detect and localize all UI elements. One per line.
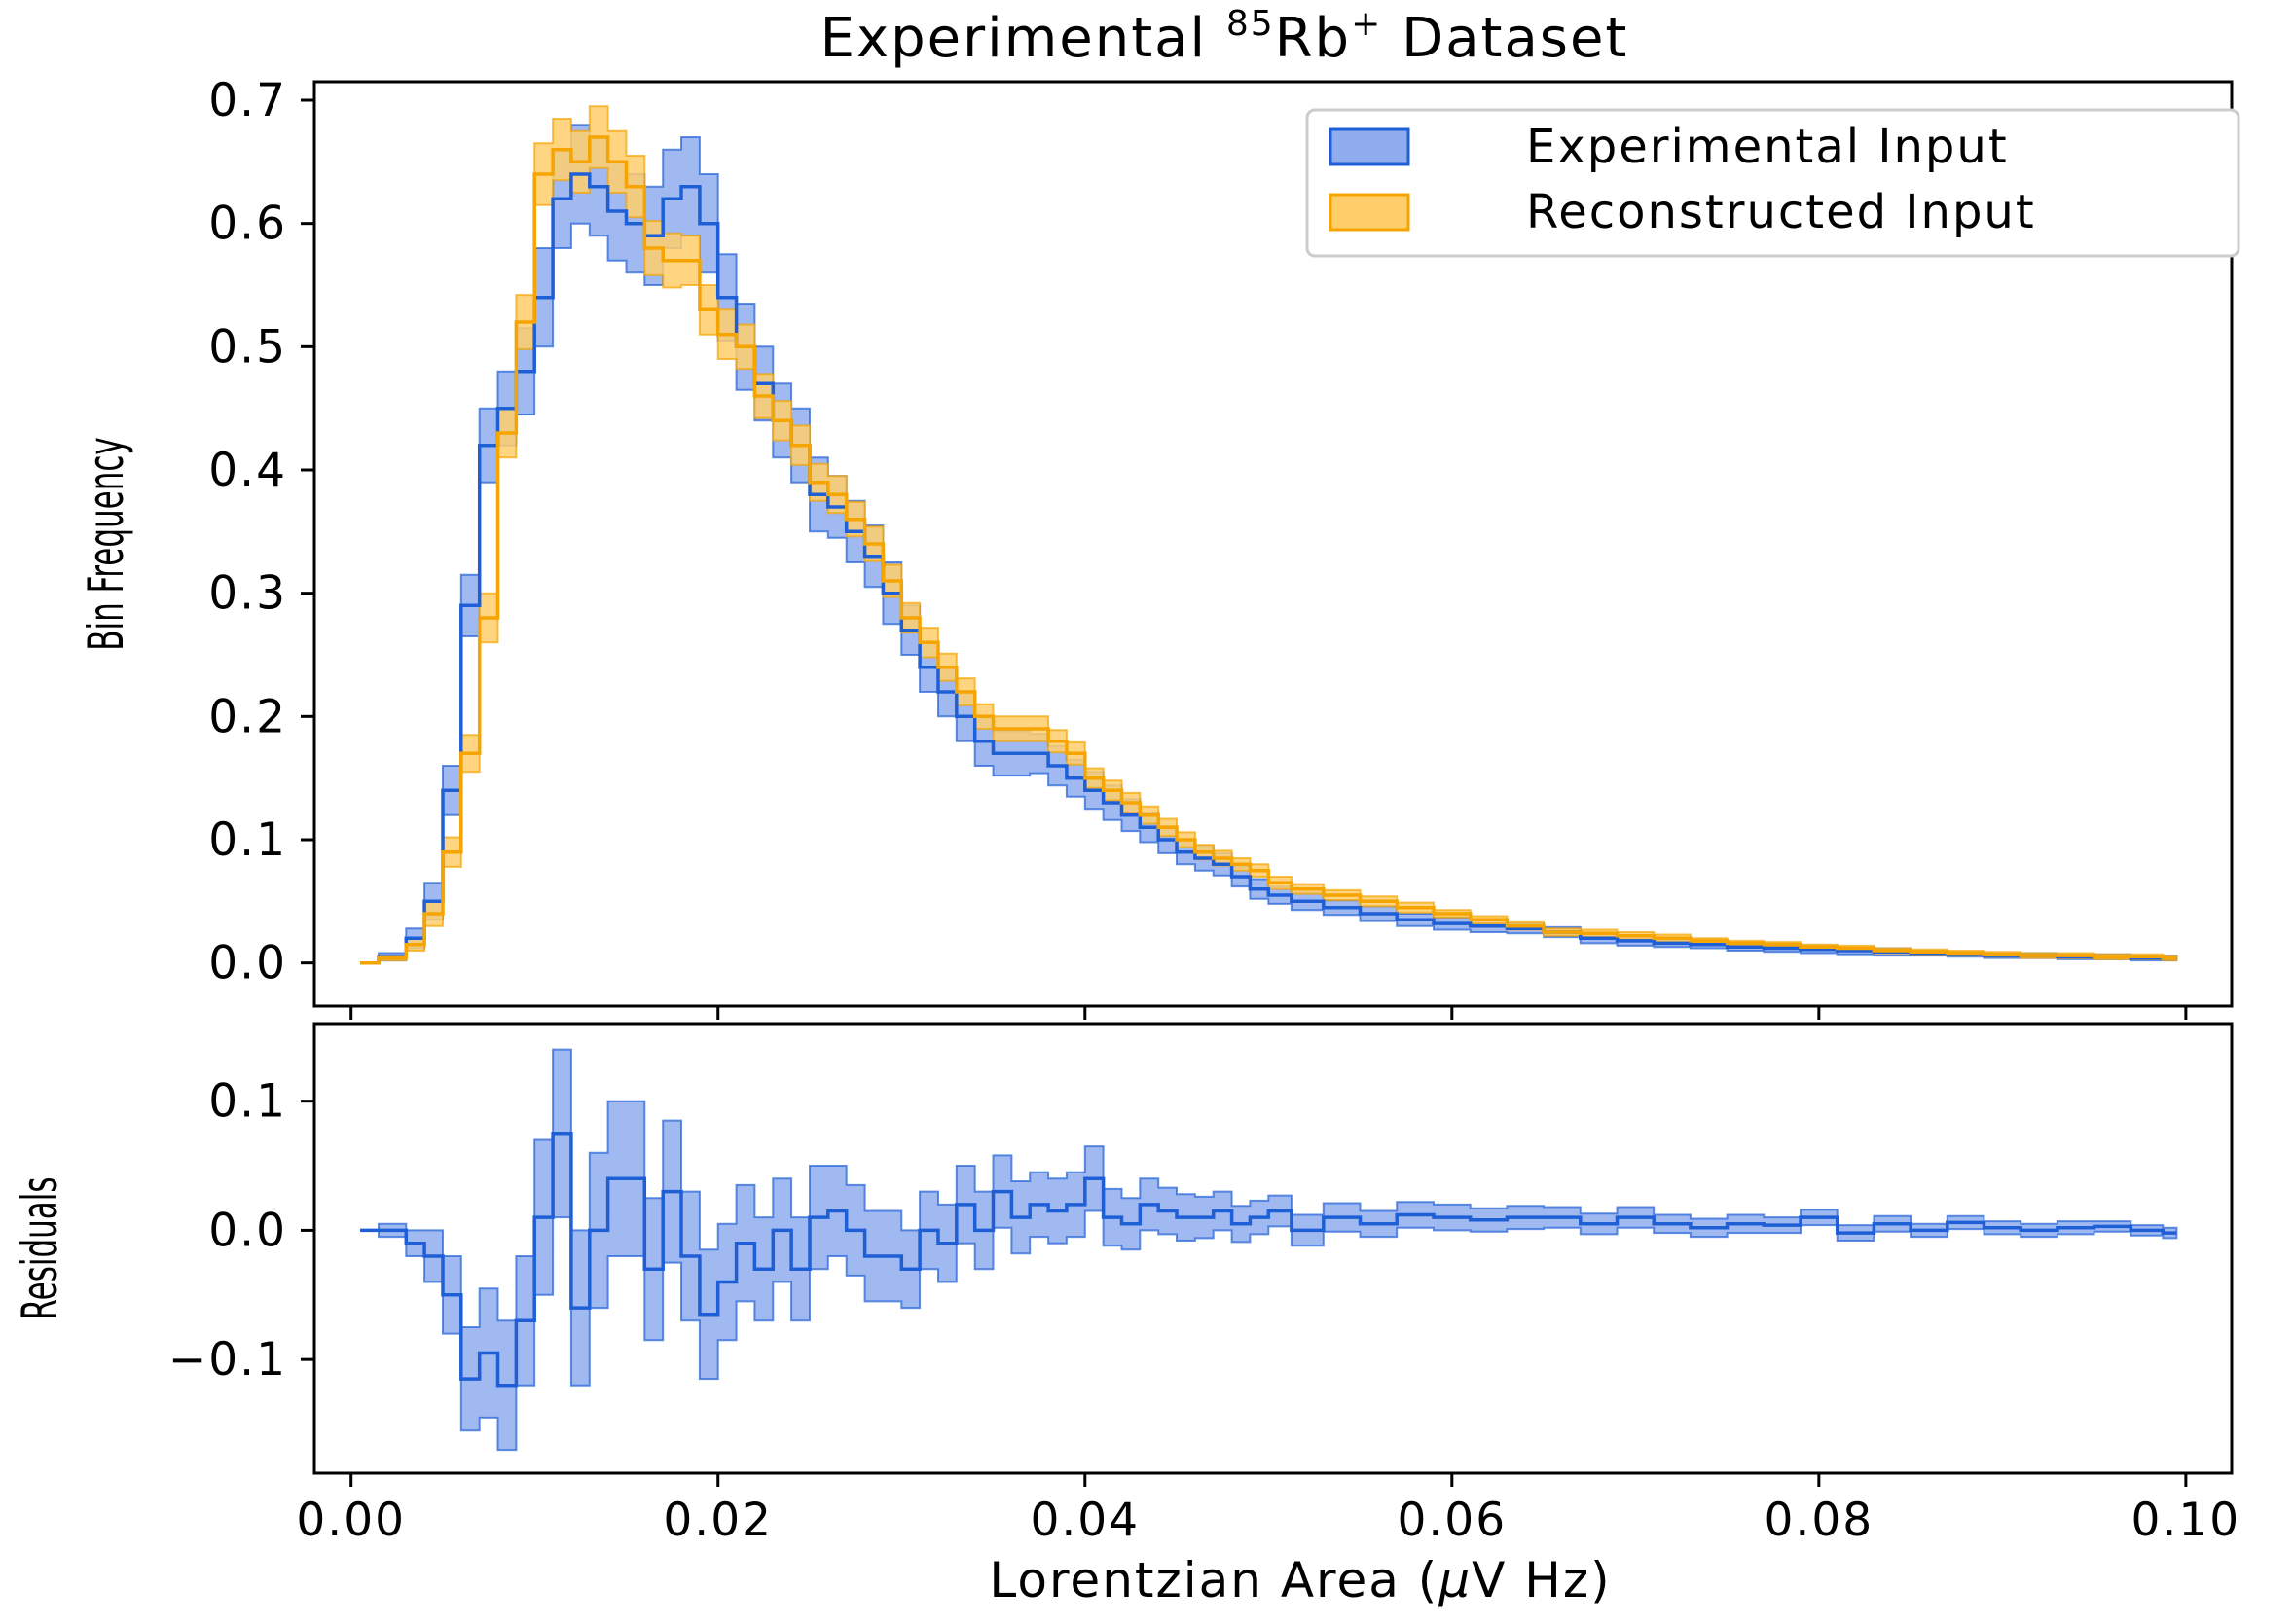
y-tick-label: 0.1 bbox=[208, 1075, 287, 1129]
legend-label-experimental: Experimental Input bbox=[1526, 120, 2009, 174]
y-tick-label: 0.1 bbox=[208, 813, 287, 867]
x-tick-label: 0.00 bbox=[296, 1494, 406, 1547]
main-x-tick-marks bbox=[349, 1006, 2188, 1020]
x-tick-label: 0.04 bbox=[1030, 1494, 1140, 1547]
y-tick-label: 0.5 bbox=[208, 320, 287, 374]
legend-box bbox=[1305, 108, 2240, 258]
x-tick-label: 0.06 bbox=[1397, 1494, 1507, 1547]
line-experimental-input bbox=[360, 172, 2177, 965]
main-y-ticks: 0.0 0.1 0.2 0.3 0.4 0.5 0.6 0.7 bbox=[208, 74, 314, 991]
residuals-y-axis-label: Residuals bbox=[11, 1176, 68, 1319]
legend: Experimental Input Reconstructed Input bbox=[1305, 108, 2240, 258]
legend-swatch-experimental bbox=[1329, 127, 1410, 166]
main-axes-frame bbox=[312, 80, 2234, 1008]
residuals-x-ticks: 0.00 0.02 0.04 0.06 0.08 0.10 bbox=[296, 1473, 2241, 1547]
y-tick-label: 0.7 bbox=[208, 74, 287, 127]
x-axis-label: Lorentzian Area (μV Hz) bbox=[989, 1552, 1611, 1608]
line-residuals bbox=[360, 1132, 2177, 1388]
x-tick-label: 0.10 bbox=[2131, 1494, 2241, 1547]
y-tick-label: 0.0 bbox=[208, 1204, 287, 1257]
x-tick-label: 0.02 bbox=[663, 1494, 773, 1547]
residuals-y-ticks: −0.1 0.0 0.1 bbox=[168, 1075, 314, 1387]
y-tick-label: 0.2 bbox=[208, 690, 287, 743]
residuals-lines bbox=[360, 1132, 2177, 1388]
legend-swatch-reconstructed bbox=[1329, 193, 1410, 232]
residuals-axes-frame bbox=[312, 1022, 2234, 1475]
y-tick-label: 0.6 bbox=[208, 198, 287, 251]
legend-label-reconstructed: Reconstructed Input bbox=[1526, 185, 2036, 239]
x-tick-label: 0.08 bbox=[1765, 1494, 1875, 1547]
main-lines bbox=[360, 135, 2177, 965]
residuals-bands bbox=[360, 1048, 2178, 1452]
y-tick-label: 0.3 bbox=[208, 567, 287, 621]
y-tick-label: 0.0 bbox=[208, 937, 287, 991]
residuals-panel: −0.1 0.0 0.1 0.00 0.02 0.04 0.06 0.08 0.10 Resi… bbox=[11, 1022, 2241, 1608]
line-reconstructed-input bbox=[360, 135, 2177, 965]
chart-title: Experimental 85Rb+ Dataset bbox=[820, 4, 1629, 70]
y-tick-label: −0.1 bbox=[168, 1333, 287, 1387]
band-residuals bbox=[360, 1048, 2178, 1452]
main-panel: 0.0 0.1 0.2 0.3 0.4 0.5 0.6 0.7 Bin Frequency E… bbox=[77, 74, 2240, 1020]
main-y-axis-label: Bin Frequency bbox=[77, 437, 134, 650]
y-tick-label: 0.4 bbox=[208, 444, 287, 497]
